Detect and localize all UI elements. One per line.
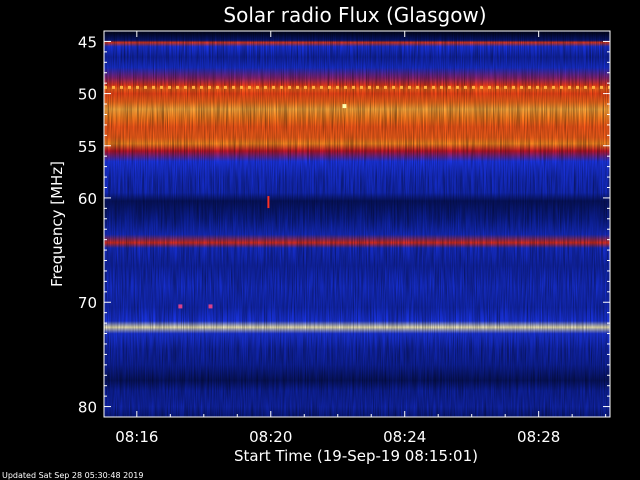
y-axis-ticks: 45 50 55 60 70 80 bbox=[78, 30, 610, 418]
x-tick-label: 08:20 bbox=[249, 428, 292, 446]
chart-title: Solar radio Flux (Glasgow) bbox=[223, 3, 486, 27]
x-tick-label: 08:28 bbox=[517, 428, 560, 446]
burst-spot-2 bbox=[178, 304, 183, 309]
x-axis-ticks: 08:16 08:20 08:24 08:28 bbox=[115, 31, 607, 446]
updated-timestamp: Updated Sat Sep 28 05:30:48 2019 bbox=[2, 471, 143, 480]
y-axis-label: Frequency [MHz] bbox=[48, 161, 66, 287]
spectrogram-texture bbox=[104, 31, 610, 417]
x-tick-label: 08:24 bbox=[383, 428, 426, 446]
plot-frame bbox=[103, 30, 611, 418]
y-tick-label: 70 bbox=[78, 294, 97, 312]
y-tick-label: 55 bbox=[78, 138, 97, 156]
x-axis-label: Start Time (19-Sep-19 08:15:01) bbox=[234, 447, 478, 465]
burst-streak bbox=[267, 196, 270, 209]
plot-area: 08:16 08:20 08:24 08:28 45 50 55 60 70 80 bbox=[78, 30, 611, 446]
y-tick-label: 50 bbox=[78, 86, 97, 104]
x-tick-label: 08:16 bbox=[115, 428, 158, 446]
y-tick-label: 80 bbox=[78, 399, 97, 417]
burst-spot-3 bbox=[208, 304, 213, 309]
burst-features bbox=[104, 85, 610, 309]
burst-spot-1 bbox=[342, 104, 347, 109]
y-tick-label: 60 bbox=[78, 190, 97, 208]
y-tick-label: 45 bbox=[78, 33, 97, 51]
